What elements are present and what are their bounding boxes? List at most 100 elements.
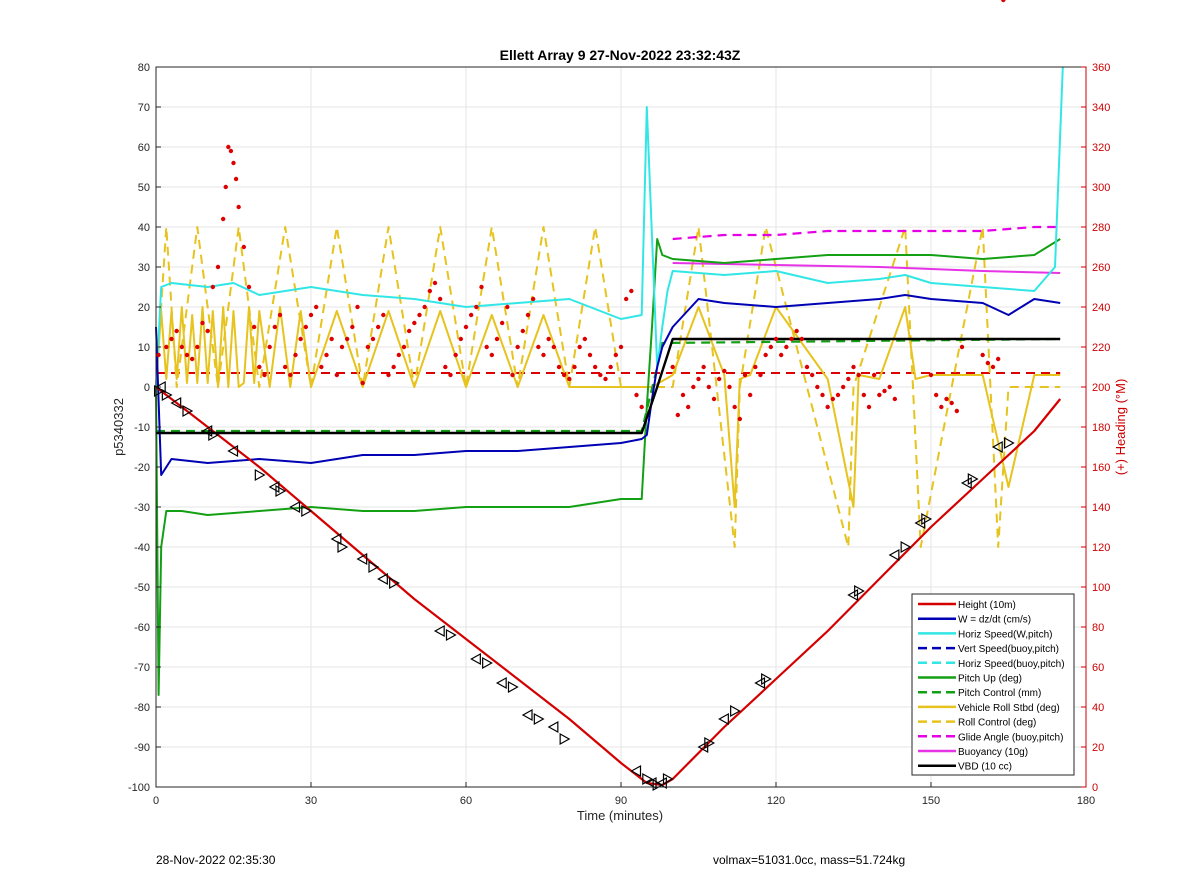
y-tick-label-right: 300 <box>1092 182 1110 194</box>
heading-point <box>598 372 603 378</box>
y-tick-label-left: -20 <box>134 462 150 474</box>
series-line <box>156 337 1061 433</box>
legend-label: VBD (10 cc) <box>958 762 1012 773</box>
y-tick-label-left: -70 <box>134 662 150 674</box>
heading-point <box>773 336 779 342</box>
legend-label: Glide Angle (buoy,pitch) <box>958 732 1063 743</box>
heading-point <box>1001 0 1006 3</box>
series-line <box>155 306 1061 508</box>
height-marker <box>389 576 400 590</box>
heading-point <box>680 392 686 398</box>
height-marker <box>991 440 1003 454</box>
heading-point <box>164 344 169 350</box>
heading-point <box>324 352 329 358</box>
heading-point <box>417 312 422 318</box>
heading-point <box>882 388 887 394</box>
height-marker <box>642 772 654 786</box>
heading-point <box>344 336 350 342</box>
heading-point <box>443 364 448 370</box>
x-tick-label: 90 <box>615 795 627 807</box>
series-line <box>155 226 1061 548</box>
y-tick-label-right: 160 <box>1092 462 1110 474</box>
footer-volume-mass: volmax=51031.0cc, mass=51.724kg <box>713 853 906 867</box>
height-marker <box>967 472 979 486</box>
y-tick-label-left: -80 <box>134 702 150 714</box>
heading-point <box>360 380 365 386</box>
legend-label: W = dz/dt (cm/s) <box>958 615 1031 626</box>
y-tick-label-right: 320 <box>1092 142 1110 154</box>
heading-point <box>995 356 1001 362</box>
height-marker <box>761 672 772 686</box>
heading-point <box>825 404 830 410</box>
heading-point <box>215 264 221 270</box>
legend-label: Roll Control (deg) <box>958 718 1036 729</box>
x-tick-label: 60 <box>460 795 472 807</box>
heading-point <box>169 336 174 342</box>
heading-point <box>784 344 789 350</box>
y-tick-label-left: 10 <box>138 342 150 354</box>
heading-point <box>701 364 706 370</box>
heading-point <box>156 352 161 358</box>
legend-label: Horiz Speed(W,pitch) <box>958 629 1052 640</box>
heading-point <box>396 352 402 358</box>
heading-points <box>156 0 1006 422</box>
heading-point <box>753 364 758 370</box>
footer-timestamp: 28-Nov-2022 02:35:30 <box>156 853 276 867</box>
heading-point <box>830 396 836 402</box>
height-marker <box>275 484 287 498</box>
y-tick-label-right: 40 <box>1092 702 1104 714</box>
heading-point <box>577 344 582 350</box>
heading-point <box>391 364 396 370</box>
y-tick-label-right: 200 <box>1092 382 1110 394</box>
chart-title: Ellett Array 9 27-Nov-2022 23:32:43Z <box>500 47 741 63</box>
heading-point <box>422 304 427 310</box>
heading-point <box>536 344 541 350</box>
series-line <box>155 66 1064 388</box>
y-tick-label-left: 0 <box>144 382 150 394</box>
heading-point <box>448 372 453 378</box>
heading-point <box>727 384 732 390</box>
legend-label: Pitch Up (deg) <box>958 674 1022 685</box>
heading-point <box>949 400 954 406</box>
series-line <box>672 225 1061 241</box>
heading-point <box>877 392 882 398</box>
y-tick-label-right: 260 <box>1092 262 1110 274</box>
heading-point <box>546 336 551 342</box>
heading-point <box>763 352 768 358</box>
heading-point <box>505 304 510 310</box>
y-tick-label-right: 60 <box>1092 662 1104 674</box>
y-tick-label-left: 20 <box>138 302 150 314</box>
heading-point <box>520 328 526 334</box>
heading-point <box>711 396 717 402</box>
heading-point <box>939 404 944 410</box>
heading-point <box>990 364 996 370</box>
height-marker <box>900 540 912 554</box>
heading-point <box>293 352 298 358</box>
heading-point <box>515 344 520 350</box>
heading-point <box>799 336 805 342</box>
heading-point <box>706 384 712 390</box>
series-line <box>155 294 1061 476</box>
heading-point <box>675 412 681 418</box>
height-markers <box>153 380 1015 792</box>
heading-point <box>375 324 381 330</box>
y-tick-label-left: 80 <box>138 62 150 74</box>
legend-label: Pitch Control (mm) <box>958 688 1041 699</box>
heading-point <box>231 160 236 166</box>
heading-point <box>959 344 965 350</box>
y-tick-label-right: 100 <box>1092 582 1110 594</box>
height-marker <box>377 572 388 586</box>
heading-point <box>282 364 288 370</box>
heading-point <box>339 344 345 350</box>
heading-point <box>561 372 567 378</box>
height-marker <box>445 628 457 642</box>
heading-point <box>174 328 179 334</box>
y-ticks-right: 3603403203002802602402202001801601401201… <box>1081 62 1110 794</box>
y-tick-label-right: 80 <box>1092 622 1104 634</box>
y-tick-label-left: 40 <box>138 222 150 234</box>
y-tick-label-left: -100 <box>128 782 150 794</box>
x-axis-label: Time (minutes) <box>577 808 663 823</box>
heading-point <box>572 364 577 370</box>
heading-point <box>737 416 743 422</box>
heading-point <box>696 376 701 382</box>
